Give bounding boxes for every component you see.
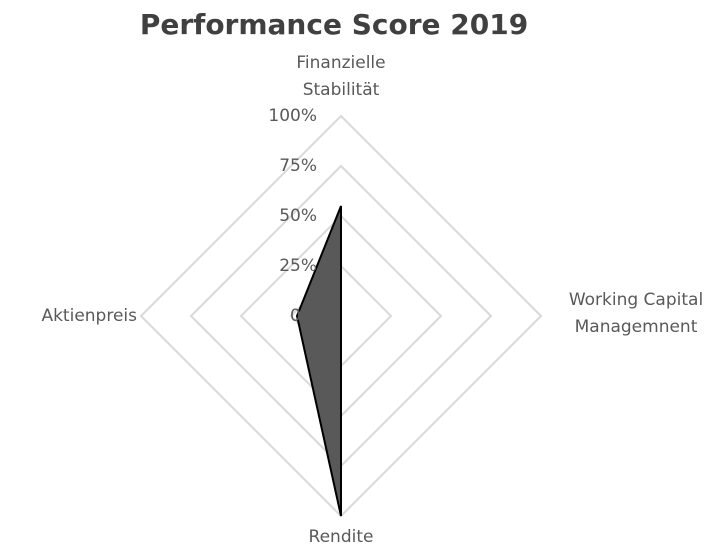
r-tick-label: 100% <box>268 106 317 126</box>
r-tick-label: 75% <box>279 156 317 176</box>
chart-title: Performance Score 2019 <box>140 8 528 41</box>
category-label: Rendite <box>308 527 374 547</box>
category-label: Finanzielle Stabilität <box>296 53 386 100</box>
category-label: Aktienpreis <box>41 306 137 326</box>
r-tick-label: 25% <box>279 256 317 276</box>
category-label: Working Capital Managemnent <box>568 290 704 337</box>
r-tick-label: 50% <box>279 206 317 226</box>
radar-area <box>295 205 342 517</box>
r-tick-label: 0% <box>290 306 317 326</box>
